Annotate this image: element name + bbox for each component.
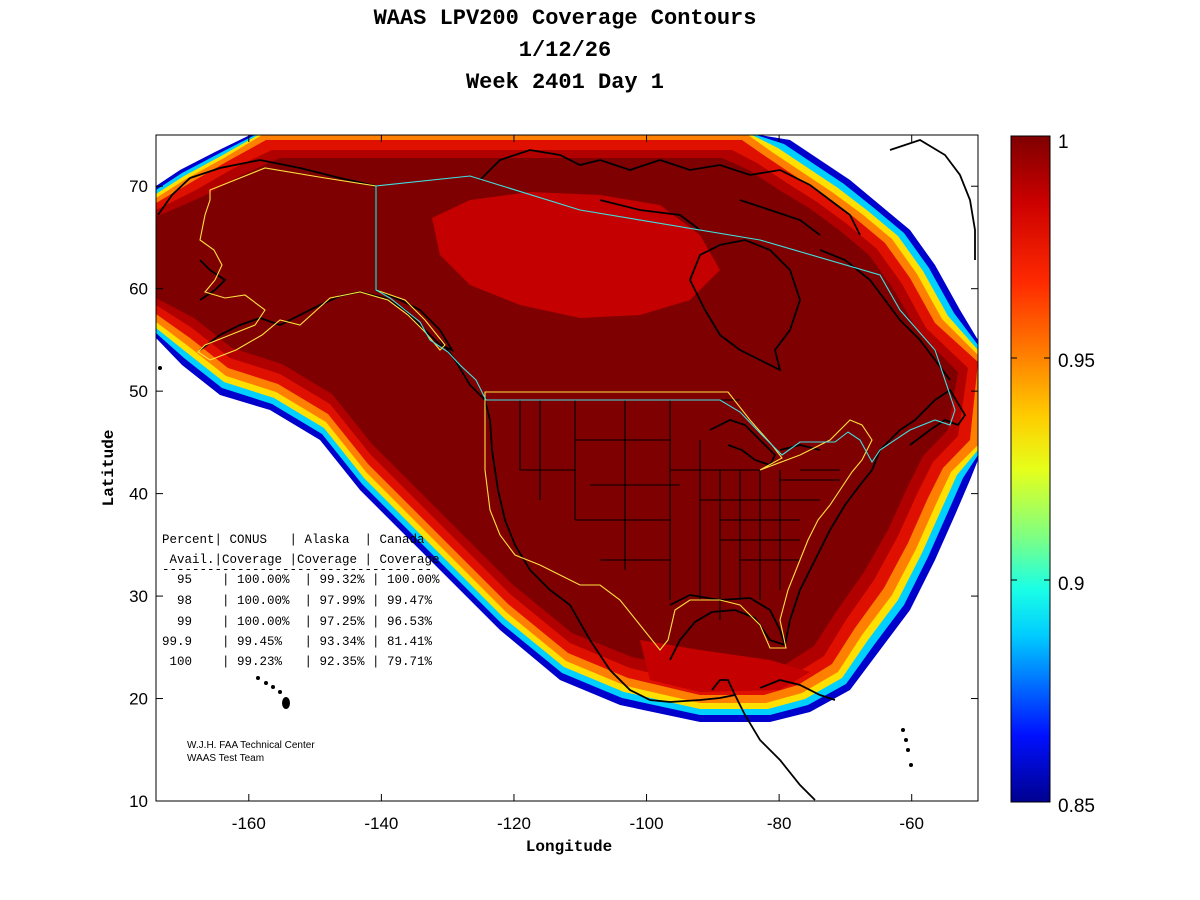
coastline-greenland bbox=[889, 139, 976, 260]
contour-region-100pct bbox=[156, 158, 958, 672]
y-axis-label: Latitude bbox=[100, 430, 118, 507]
colorbar-label-min: 0.85 bbox=[1058, 796, 1095, 817]
y-tick-label: 20 bbox=[129, 690, 148, 709]
coverage-table: Percent| CONUS | Alaska | Canada Avail.|… bbox=[162, 533, 440, 669]
y-tick-label: 30 bbox=[129, 587, 148, 606]
x-axis-label: Longitude bbox=[526, 838, 612, 856]
islands bbox=[158, 366, 913, 767]
x-tick-label: -60 bbox=[899, 814, 924, 833]
coastline-north-america-west bbox=[439, 339, 736, 703]
x-tick-label: -160 bbox=[232, 814, 266, 833]
coastline-hudson-bay bbox=[689, 239, 801, 372]
y-tick-label: 60 bbox=[129, 280, 148, 299]
table-row: 99.9 | 99.45% | 93.34% | 81.41% bbox=[162, 635, 433, 649]
x-tick-label: -120 bbox=[497, 814, 531, 833]
table-row: 98 | 100.00% | 97.99% | 99.47% bbox=[162, 594, 433, 608]
chart-title: WAAS LPV200 Coverage Contours bbox=[373, 6, 757, 31]
y-tick-label: 70 bbox=[129, 177, 148, 196]
credit-line-2: WAAS Test Team bbox=[187, 753, 264, 764]
coverage-contours bbox=[156, 135, 978, 722]
y-axis-ticks: 10 20 30 40 50 60 70 bbox=[129, 177, 978, 811]
contour-patch-canada bbox=[432, 192, 720, 318]
coastline-arctic-islands bbox=[479, 149, 861, 236]
x-axis-ticks: -160 -140 -120 -100 -80 -60 bbox=[232, 135, 924, 833]
coastline-central-america bbox=[711, 679, 816, 801]
coastline-cuba bbox=[759, 679, 836, 701]
y-tick-label: 40 bbox=[129, 485, 148, 504]
y-tick-label: 50 bbox=[129, 382, 148, 401]
coastlines bbox=[157, 139, 976, 801]
colorbar-label-095: 0.95 bbox=[1058, 351, 1095, 372]
table-header-1: Percent| CONUS | Alaska | Canada bbox=[162, 533, 425, 547]
conus-boundary bbox=[484, 391, 873, 651]
table-divider: ------------------------------------ bbox=[162, 563, 432, 577]
x-tick-label: -80 bbox=[767, 814, 792, 833]
table-header-2: Avail.|Coverage |Coverage | Coverage bbox=[162, 553, 440, 567]
chart-week: Week 2401 Day 1 bbox=[465, 70, 665, 95]
region-boundaries-cyan bbox=[375, 175, 956, 464]
credit-line-1: W.J.H. FAA Technical Center bbox=[187, 740, 315, 751]
chart-date: 1/12/26 bbox=[518, 38, 612, 63]
colorbar-label-090: 0.9 bbox=[1058, 574, 1084, 595]
contour-patch-caribbean bbox=[640, 640, 810, 692]
canada-boundary bbox=[375, 175, 956, 464]
coastline-gulf bbox=[669, 594, 787, 661]
region-boundaries-yellow bbox=[197, 167, 873, 651]
colorbar-label-max: 1 bbox=[1058, 132, 1069, 153]
colorbar bbox=[1010, 135, 1051, 803]
table-row: 99 | 100.00% | 97.25% | 96.53% bbox=[162, 615, 433, 629]
table-row: 95 | 100.00% | 99.32% | 100.00% bbox=[162, 573, 440, 587]
x-tick-label: -140 bbox=[364, 814, 398, 833]
colorbar-ticks bbox=[1011, 357, 1050, 581]
plot-frame bbox=[155, 134, 979, 802]
alaska-boundary bbox=[197, 167, 446, 361]
x-tick-label: -100 bbox=[630, 814, 664, 833]
table-row: 100 | 99.23% | 92.35% | 79.71% bbox=[162, 655, 433, 669]
coastline-east bbox=[784, 388, 967, 646]
coastline-labrador bbox=[819, 249, 951, 381]
y-tick-label: 10 bbox=[129, 792, 148, 811]
